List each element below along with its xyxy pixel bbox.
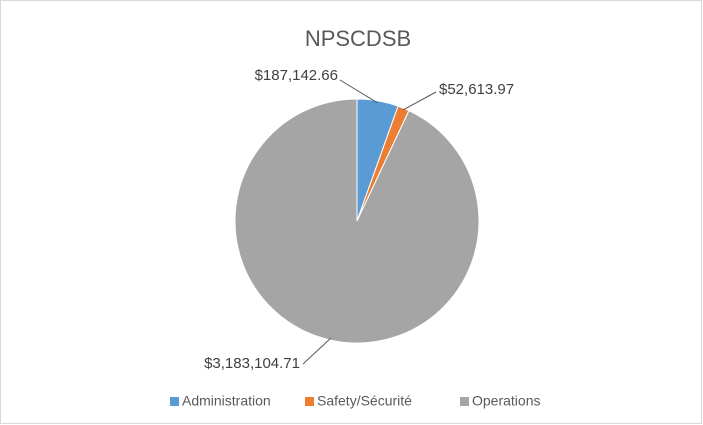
legend-swatch [170,397,179,406]
leader-line [402,91,437,111]
legend-label: Safety/Sécurité [317,393,412,409]
chart-title: NPSCDSB [305,26,411,51]
leader-line [339,79,378,104]
leader-line [302,337,332,365]
legend-swatch [305,397,314,406]
data-label: $52,613.97 [439,81,514,98]
legend-label: Administration [182,393,271,409]
pie-slice [234,98,480,344]
legend-swatch [460,397,469,406]
data-label: $3,183,104.71 [204,355,300,372]
legend-label: Operations [472,393,540,409]
data-label: $187,142.66 [255,67,338,84]
